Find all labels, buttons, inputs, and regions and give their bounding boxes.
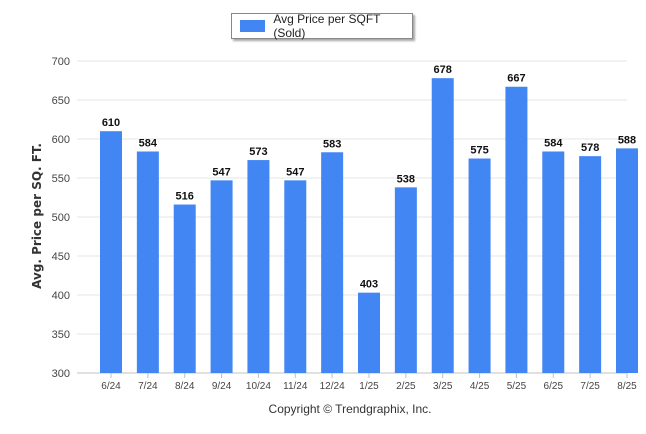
legend-label: Avg Price per SQFT (Sold) — [273, 12, 381, 40]
data-label: 516 — [176, 191, 194, 203]
bar — [247, 160, 270, 373]
y-tick-label: 550 — [52, 173, 70, 185]
bar — [100, 131, 122, 373]
x-tick-label: 9/24 — [212, 381, 232, 392]
legend[interactable]: Avg Price per SQFT (Sold) — [231, 12, 413, 40]
bar — [358, 292, 380, 373]
data-label: 588 — [618, 134, 636, 146]
x-tick-label: 8/24 — [175, 381, 195, 392]
x-tick-label: 4/25 — [470, 381, 490, 392]
bar — [321, 152, 344, 373]
grid-lines — [77, 60, 627, 374]
bar — [579, 156, 602, 373]
bar — [394, 187, 417, 373]
y-tick-label: 450 — [52, 251, 70, 263]
data-label: 547 — [286, 166, 304, 178]
y-tick-label: 350 — [52, 329, 70, 341]
x-axis-ticks: 6/24 7/24 8/24 9/24 10/24 11/24 12/24 1/25 2/25 3… — [101, 373, 637, 392]
data-label: 584 — [139, 137, 158, 149]
data-label: 538 — [397, 173, 415, 185]
bar — [210, 180, 233, 373]
data-label: 583 — [323, 138, 341, 150]
x-tick-label: 7/24 — [138, 381, 158, 392]
data-label: 547 — [212, 166, 230, 178]
x-tick-label: 5/25 — [507, 381, 527, 392]
y-tick-label: 700 — [52, 56, 70, 68]
y-axis-label: Avg. Price per SQ. FT. — [30, 143, 44, 289]
x-tick-label: 8/25 — [617, 381, 637, 392]
bar — [136, 151, 159, 373]
x-tick-label: 12/24 — [320, 381, 345, 392]
y-tick-label: 300 — [52, 368, 70, 380]
bar — [431, 78, 454, 373]
x-tick-label: 11/24 — [283, 381, 308, 392]
bar — [542, 151, 565, 373]
x-tick-label: 3/25 — [433, 381, 453, 392]
data-label: 667 — [507, 73, 525, 85]
data-label: 403 — [360, 279, 378, 291]
bar — [284, 180, 307, 373]
x-tick-label: 7/25 — [580, 381, 600, 392]
y-axis-ticks: 300 350 400 450 500 550 600 650 700 — [52, 56, 70, 380]
data-label: 610 — [102, 117, 120, 129]
y-tick-label: 600 — [52, 134, 70, 146]
data-labels: 610 584 516 547 573 547 583 403 538 678 575 667 584 5… — [102, 64, 636, 291]
copyright: Copyright © Trendgraphix, Inc. — [268, 402, 432, 416]
x-tick-label: 6/25 — [544, 381, 564, 392]
data-label: 678 — [434, 64, 452, 76]
x-tick-label: 2/25 — [396, 381, 416, 392]
data-label: 575 — [470, 145, 488, 157]
x-tick-label: 1/25 — [359, 381, 379, 392]
bar — [468, 158, 491, 373]
data-label: 573 — [249, 146, 267, 158]
bar — [173, 204, 196, 373]
bar — [505, 86, 528, 374]
legend-swatch — [240, 20, 266, 32]
x-tick-label: 10/24 — [246, 381, 271, 392]
data-label: 578 — [581, 142, 599, 154]
y-tick-label: 650 — [52, 95, 70, 107]
bar — [616, 148, 638, 373]
data-label: 584 — [544, 137, 563, 149]
y-tick-label: 500 — [52, 212, 70, 224]
y-tick-label: 400 — [52, 290, 70, 302]
bar-series — [100, 78, 638, 374]
x-tick-label: 6/24 — [101, 381, 121, 392]
